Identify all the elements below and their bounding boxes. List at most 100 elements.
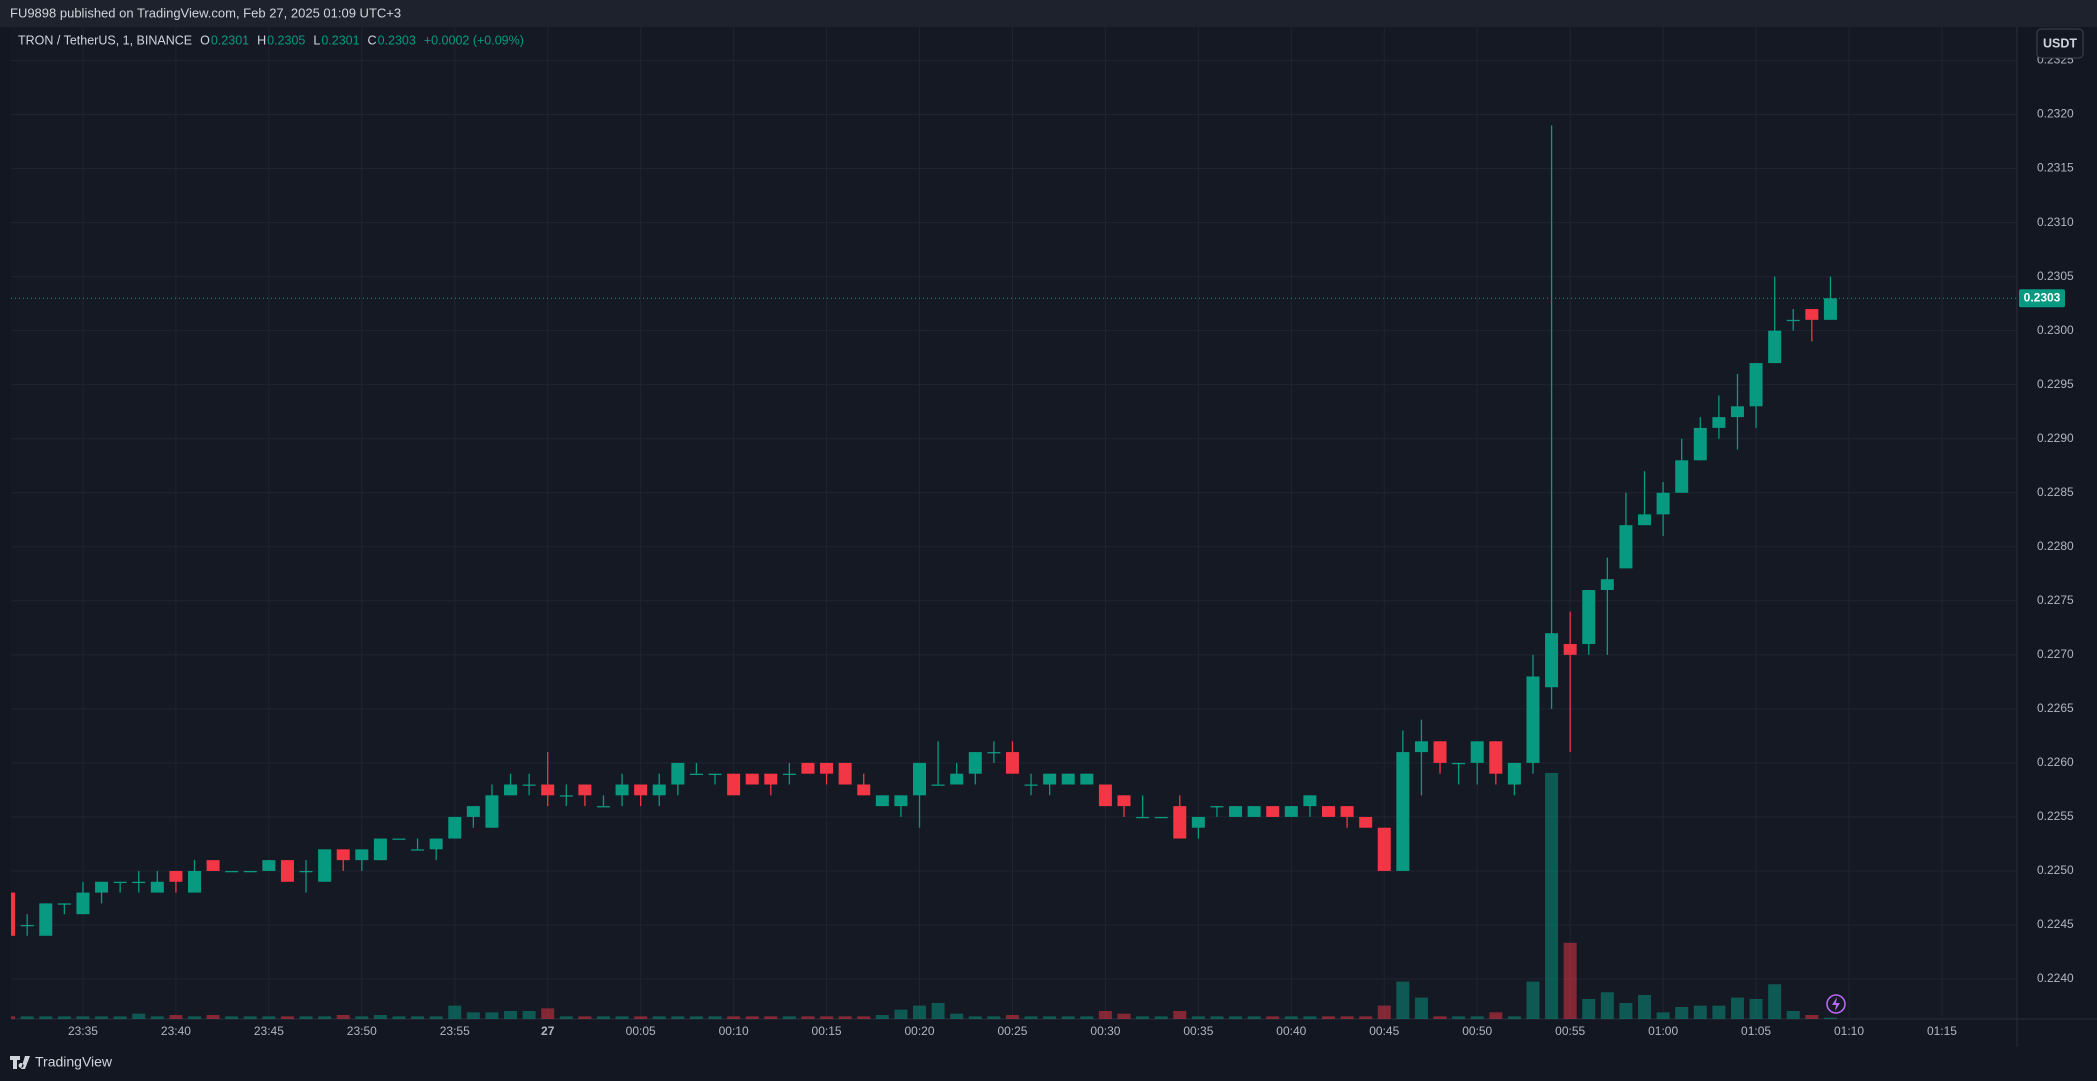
candle-body (243, 870, 257, 873)
candle-body (448, 816, 462, 839)
candle-body (1359, 816, 1373, 828)
logo-text[interactable]: TradingView (35, 1054, 113, 1070)
time-tick-label: 00:30 (1090, 1024, 1120, 1038)
candle-body (318, 849, 332, 882)
candle-body (745, 773, 759, 785)
time-tick-label: 01:10 (1834, 1024, 1864, 1038)
ohlc-value: 0.2303 (378, 33, 416, 47)
publish-info: FU9898 published on TradingView.com, Feb… (10, 5, 401, 20)
volume-bar (689, 1016, 703, 1019)
candle-body (1638, 514, 1652, 526)
candle-body (764, 773, 778, 785)
currency-button-frame[interactable] (2036, 28, 2084, 59)
candle-body (169, 870, 183, 882)
volume-bar (708, 1016, 722, 1019)
volume-bar (1638, 994, 1652, 1019)
volume-bar (1768, 984, 1782, 1019)
volume-bar (373, 1014, 387, 1019)
candle-body (1191, 816, 1205, 828)
candle-body (596, 806, 610, 808)
candle-body (652, 784, 666, 796)
time-tick-label: 00:20 (904, 1024, 934, 1038)
time-tick-label: 00:05 (626, 1024, 656, 1038)
candle-body (225, 870, 239, 873)
volume-bar (132, 1013, 146, 1019)
candle-body (280, 860, 294, 882)
volume-bar (188, 1016, 201, 1019)
volume-bar (1340, 1016, 1354, 1019)
price-tick-label: 0.2255 (2037, 809, 2074, 823)
volume-bar (1823, 1017, 1837, 1019)
time-tick-label: 00:15 (812, 1024, 842, 1038)
volume-bar (1507, 1016, 1521, 1019)
time-tick-label: 00:50 (1462, 1024, 1492, 1038)
ohlc-key: O (200, 33, 210, 47)
legend: TRON / TetherUS, 1, BINANCE O 0.2301 H 0.23… (18, 33, 524, 47)
footer-bar (0, 1047, 2097, 1081)
time-tick-label: 00:45 (1369, 1024, 1399, 1038)
icon-bolt[interactable] (1832, 997, 1840, 1011)
currency-button-label[interactable]: USDT (2043, 36, 2077, 50)
candle-body (1656, 492, 1670, 515)
candle-body (113, 881, 127, 884)
volume-bar (206, 1014, 220, 1019)
ohlc-value: 0.2301 (321, 33, 359, 47)
price-tick-label: 0.2295 (2037, 377, 2074, 391)
volume-bar (355, 1016, 369, 1019)
volume-bar (1154, 1016, 1168, 1019)
volume-bar (1117, 1013, 1131, 1019)
volume-bar (504, 1010, 518, 1019)
candle-body (1321, 806, 1335, 817)
candle-body (913, 762, 927, 796)
volume-bar (1080, 1016, 1094, 1019)
volume-bar (857, 1016, 871, 1019)
candle-body (1396, 752, 1410, 871)
volume-bar (987, 1016, 1001, 1019)
volume-bar (1526, 981, 1540, 1019)
candle-body (931, 784, 945, 786)
candle-body (355, 849, 369, 861)
candle-body (1043, 773, 1057, 785)
volume-bar (875, 1014, 889, 1019)
candle-body (132, 881, 146, 884)
volume-bar (652, 1016, 666, 1019)
volume-bar (11, 1016, 16, 1019)
volume-bar (1545, 773, 1559, 1019)
logo-mark[interactable] (10, 1056, 30, 1069)
volume-bar (1024, 1016, 1038, 1019)
candle-body (1117, 795, 1131, 807)
currency-button[interactable]: USDT (2036, 28, 2084, 59)
candle-body (1061, 773, 1075, 785)
candle-body (671, 762, 685, 785)
last-price-label: 0.2303 (2024, 290, 2061, 304)
volume-bar (1805, 1014, 1819, 1019)
candle-body (838, 762, 852, 785)
candles (11, 125, 1837, 936)
time-tick-label: 00:40 (1276, 1024, 1306, 1038)
candle-body (1154, 816, 1168, 819)
volume-bar (1098, 1010, 1112, 1019)
volume-bar (299, 1016, 313, 1019)
candle-body (485, 795, 499, 828)
candle-body (1749, 363, 1763, 407)
candle-body (299, 870, 313, 873)
volume-bar (1563, 942, 1577, 1019)
volume-bar (522, 1010, 536, 1019)
volume-bar (1136, 1016, 1150, 1019)
candle-body (1266, 806, 1280, 817)
candle-body (39, 903, 53, 936)
volume-bar (820, 1016, 834, 1019)
price-tick-label: 0.2300 (2037, 323, 2074, 337)
candle-body (1452, 762, 1466, 765)
candle-body (1730, 406, 1744, 418)
footer-logo[interactable]: TradingView (10, 1054, 113, 1070)
volume-bar (1061, 1016, 1075, 1019)
volume-bar (411, 1016, 425, 1019)
volume-bar (150, 1016, 164, 1019)
ohlc-key: H (257, 33, 266, 47)
icon-ring[interactable] (1826, 994, 1846, 1014)
time-tick-label: 27 (541, 1024, 555, 1038)
candle-body (504, 784, 518, 796)
lightning-icon[interactable] (1826, 994, 1846, 1014)
candle-body (1600, 579, 1614, 590)
